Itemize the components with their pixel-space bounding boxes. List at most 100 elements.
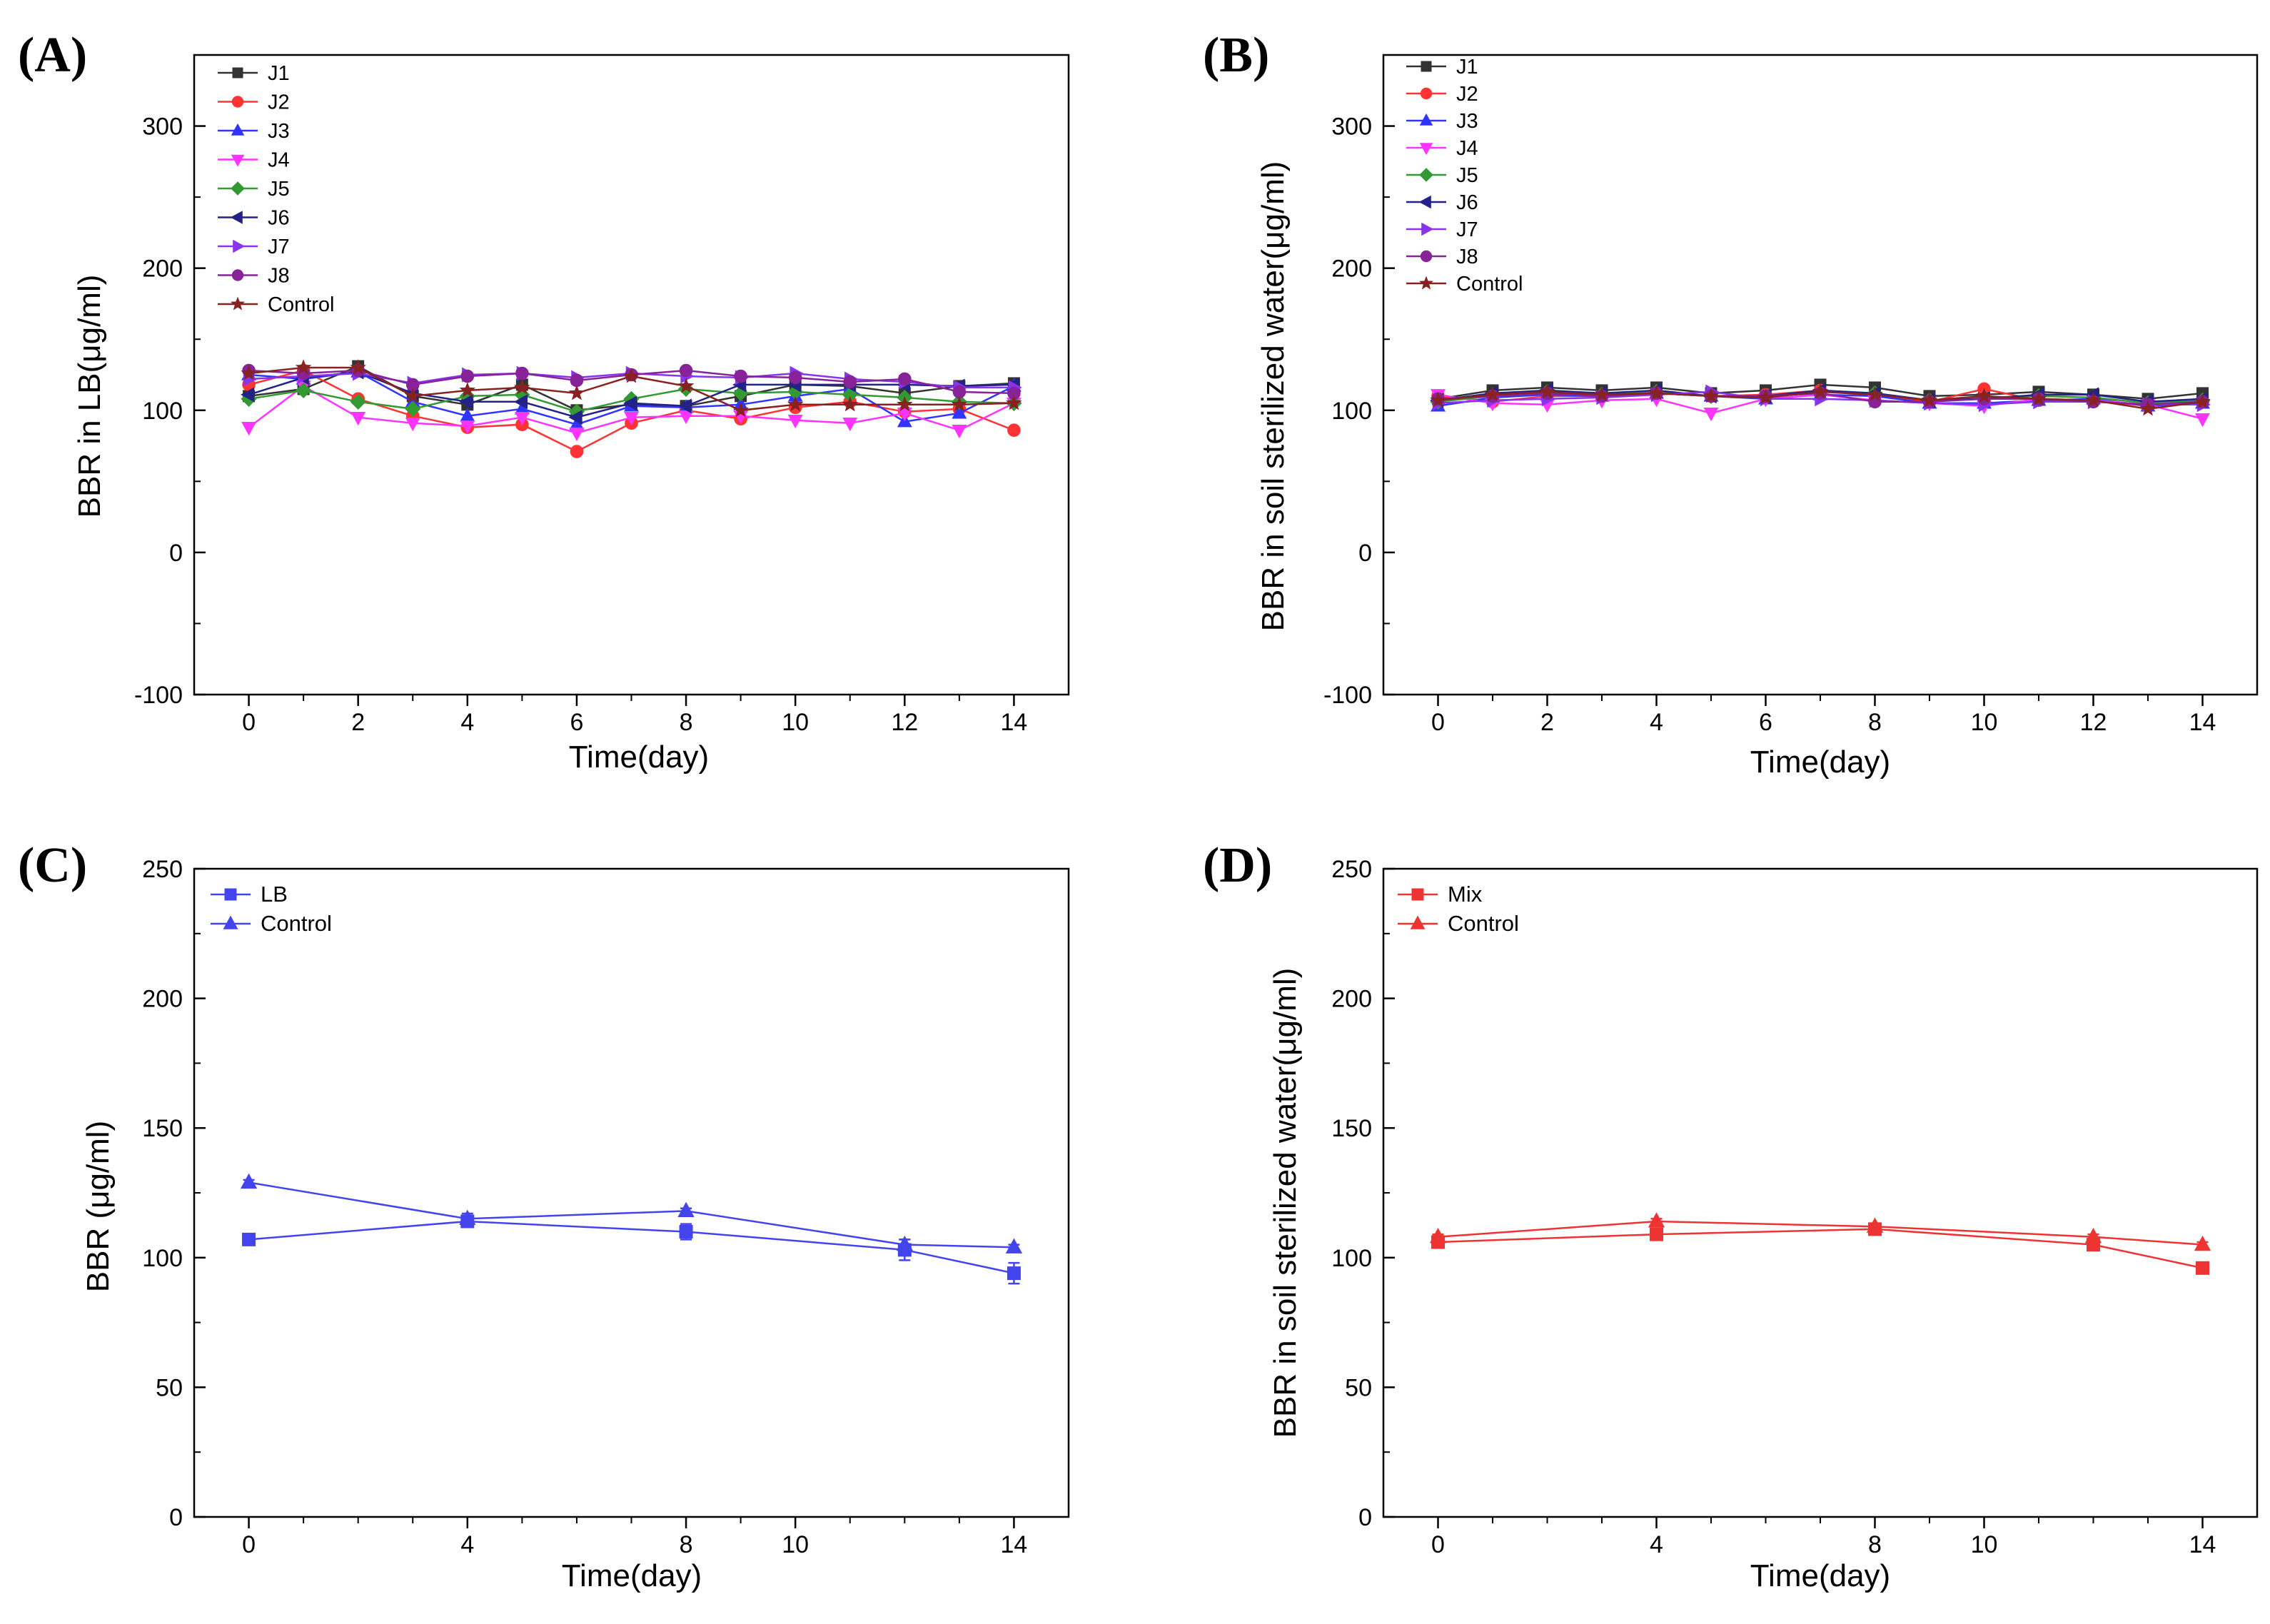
panel-a-xtick-label: 8 [680, 709, 693, 736]
panel-a-xtick-label: 14 [1001, 709, 1028, 736]
panel-a-point-j5 [405, 400, 421, 417]
panel-a-point-j4 [787, 415, 803, 429]
panel-a-point-j4 [569, 427, 585, 442]
panel-c-point-lb [679, 1224, 693, 1239]
panel-b-legend-marker [1419, 143, 1433, 156]
panel-b-ytick-label: -100 [1323, 682, 1372, 709]
panel-c-xtick-label: 10 [782, 1531, 809, 1558]
panel-b-xtick-label: 4 [1650, 709, 1663, 736]
panel-d-legend: Mix Control [1398, 882, 1519, 936]
panel-b-point-control [1867, 386, 1883, 402]
panel-d-legend-marker [1410, 915, 1426, 929]
panel-c-ylabel: BBR (μg/ml) [81, 1121, 116, 1292]
panel-b-ytick-label: 200 [1331, 256, 1372, 283]
panel-a-ytick-label: -100 [134, 682, 183, 709]
panel-a-point-j4 [842, 417, 858, 432]
panel-c-plot: 0 50 100 150 200 250 0 4 8 10 14 LB Control [142, 856, 1070, 1558]
panel-d-plot: 0 50 100 150 200 250 0 4 8 10 14 Mix Control [1331, 856, 2259, 1558]
panel-a-point-control [241, 365, 257, 380]
panel-c-ytick-label: 0 [169, 1504, 183, 1531]
panel-c-legend-label: Control [261, 911, 332, 936]
panel-a-point-j8 [679, 363, 693, 378]
panel-d-ytick-label: 200 [1331, 986, 1372, 1013]
panel-a-point-j6 [459, 394, 473, 410]
panel-c-point-control [459, 1209, 476, 1225]
panel-c-ytick-label: 100 [142, 1245, 183, 1272]
panel-d-ytick-label: 150 [1331, 1115, 1372, 1142]
panel-b-point-control [1976, 388, 1992, 403]
panel-a-legend-label: J1 [268, 62, 290, 85]
panel-b-xtick-label: 10 [1971, 709, 1998, 736]
panel-a-point-control [787, 395, 804, 412]
panel-b-legend-marker [1421, 222, 1434, 236]
panel-b-legend-marker [1421, 61, 1432, 72]
panel-a-legend-label: J5 [268, 178, 290, 201]
panel-a-xtick-label: 2 [351, 709, 365, 736]
panel-b-legend: J1 J2 J3 J4 J5 J6 J7 J8 Control [1406, 56, 1523, 296]
panel-a-point-control [459, 382, 476, 398]
panel-d-point-mix [1650, 1227, 1663, 1241]
panel-d-legend-marker [1411, 888, 1424, 901]
panel-b-xtick-label: 14 [2189, 709, 2216, 736]
panel-b-ytick-label: 100 [1331, 398, 1372, 425]
panel-a-point-j2 [570, 445, 584, 458]
panel-a-ytick-label: 300 [142, 114, 183, 141]
panel-c-line-control [248, 1181, 1014, 1249]
panel-a-xtick-label: 0 [242, 709, 256, 736]
panel-b-xtick-label: 2 [1540, 709, 1554, 736]
panel-a-point-j5 [296, 382, 312, 399]
panel-d-ytick-label: 50 [1345, 1374, 1372, 1401]
panel-a-ytick-label: 200 [142, 256, 183, 283]
panel-a-point-control [623, 368, 640, 383]
panel-a-point-j4 [460, 420, 475, 435]
panel-c-xlabel: Time(day) [562, 1558, 702, 1593]
panel-b-label: (B) [1203, 28, 1269, 83]
panel-a-point-j4 [952, 424, 967, 439]
panel-b-legend-label: J5 [1456, 164, 1478, 187]
panel-d-ytick-label: 0 [1358, 1504, 1372, 1531]
panel-d-legend-label: Control [1448, 911, 1519, 936]
panel-a-point-control [951, 395, 968, 412]
panel-d-point-control [1648, 1212, 1665, 1228]
panel-c-ytick-label: 50 [156, 1374, 183, 1401]
panel-a-legend-marker [230, 211, 243, 224]
panel-b-point-control [1812, 383, 1829, 399]
panel-b-xtick-label: 6 [1759, 709, 1772, 736]
panel-a: (A) BBR in LB(μg/ml) Time(day) -10001002… [18, 28, 1070, 775]
panel-b-xtick-label: 0 [1431, 709, 1445, 736]
panel-a-legend-label: J2 [268, 91, 290, 114]
panel-b-point-control [1430, 391, 1446, 408]
panel-c: (C) BBR (μg/ml) Time(day) 05010015020025… [18, 838, 1070, 1593]
panel-a-point-j4 [241, 421, 257, 436]
panel-b-point-control [2194, 393, 2211, 409]
panel-a-point-j2 [1007, 423, 1021, 437]
panel-c-frame [193, 867, 1070, 1518]
panel-c-xtick-label: 14 [1001, 1531, 1028, 1558]
panel-a-point-control [732, 401, 749, 418]
panel-a-point-control [677, 378, 695, 393]
panel-b-legend-label: J7 [1456, 218, 1478, 241]
panel-d-label: (D) [1203, 838, 1272, 893]
panel-d-legend-label: Mix [1448, 882, 1483, 907]
panel-a-legend-marker [231, 181, 245, 196]
panel-c-ytick-label: 150 [142, 1115, 183, 1142]
panel-a-point-control [897, 395, 913, 412]
panel-b-series-control [1430, 383, 2211, 416]
panel-b-point-control [2085, 391, 2102, 408]
panel-a-point-j4 [624, 412, 639, 426]
panel-c-point-control [896, 1235, 913, 1251]
panel-a-legend-marker [233, 239, 246, 253]
panel-b-legend-marker [1419, 113, 1433, 126]
panel-b-legend-label: J2 [1456, 83, 1478, 106]
panel-a-point-control [405, 388, 421, 403]
panel-b-xtick-label: 8 [1868, 709, 1882, 736]
panel-c-series-control [240, 1173, 1023, 1254]
panel-a-legend-label: J3 [268, 120, 290, 143]
panel-a-label: (A) [18, 28, 87, 83]
panel-b-point-control [1757, 389, 1774, 405]
panel-d-xlabel: Time(day) [1750, 1558, 1890, 1593]
panel-c-point-control [677, 1201, 695, 1218]
panel-b-xlabel: Time(day) [1750, 745, 1890, 780]
